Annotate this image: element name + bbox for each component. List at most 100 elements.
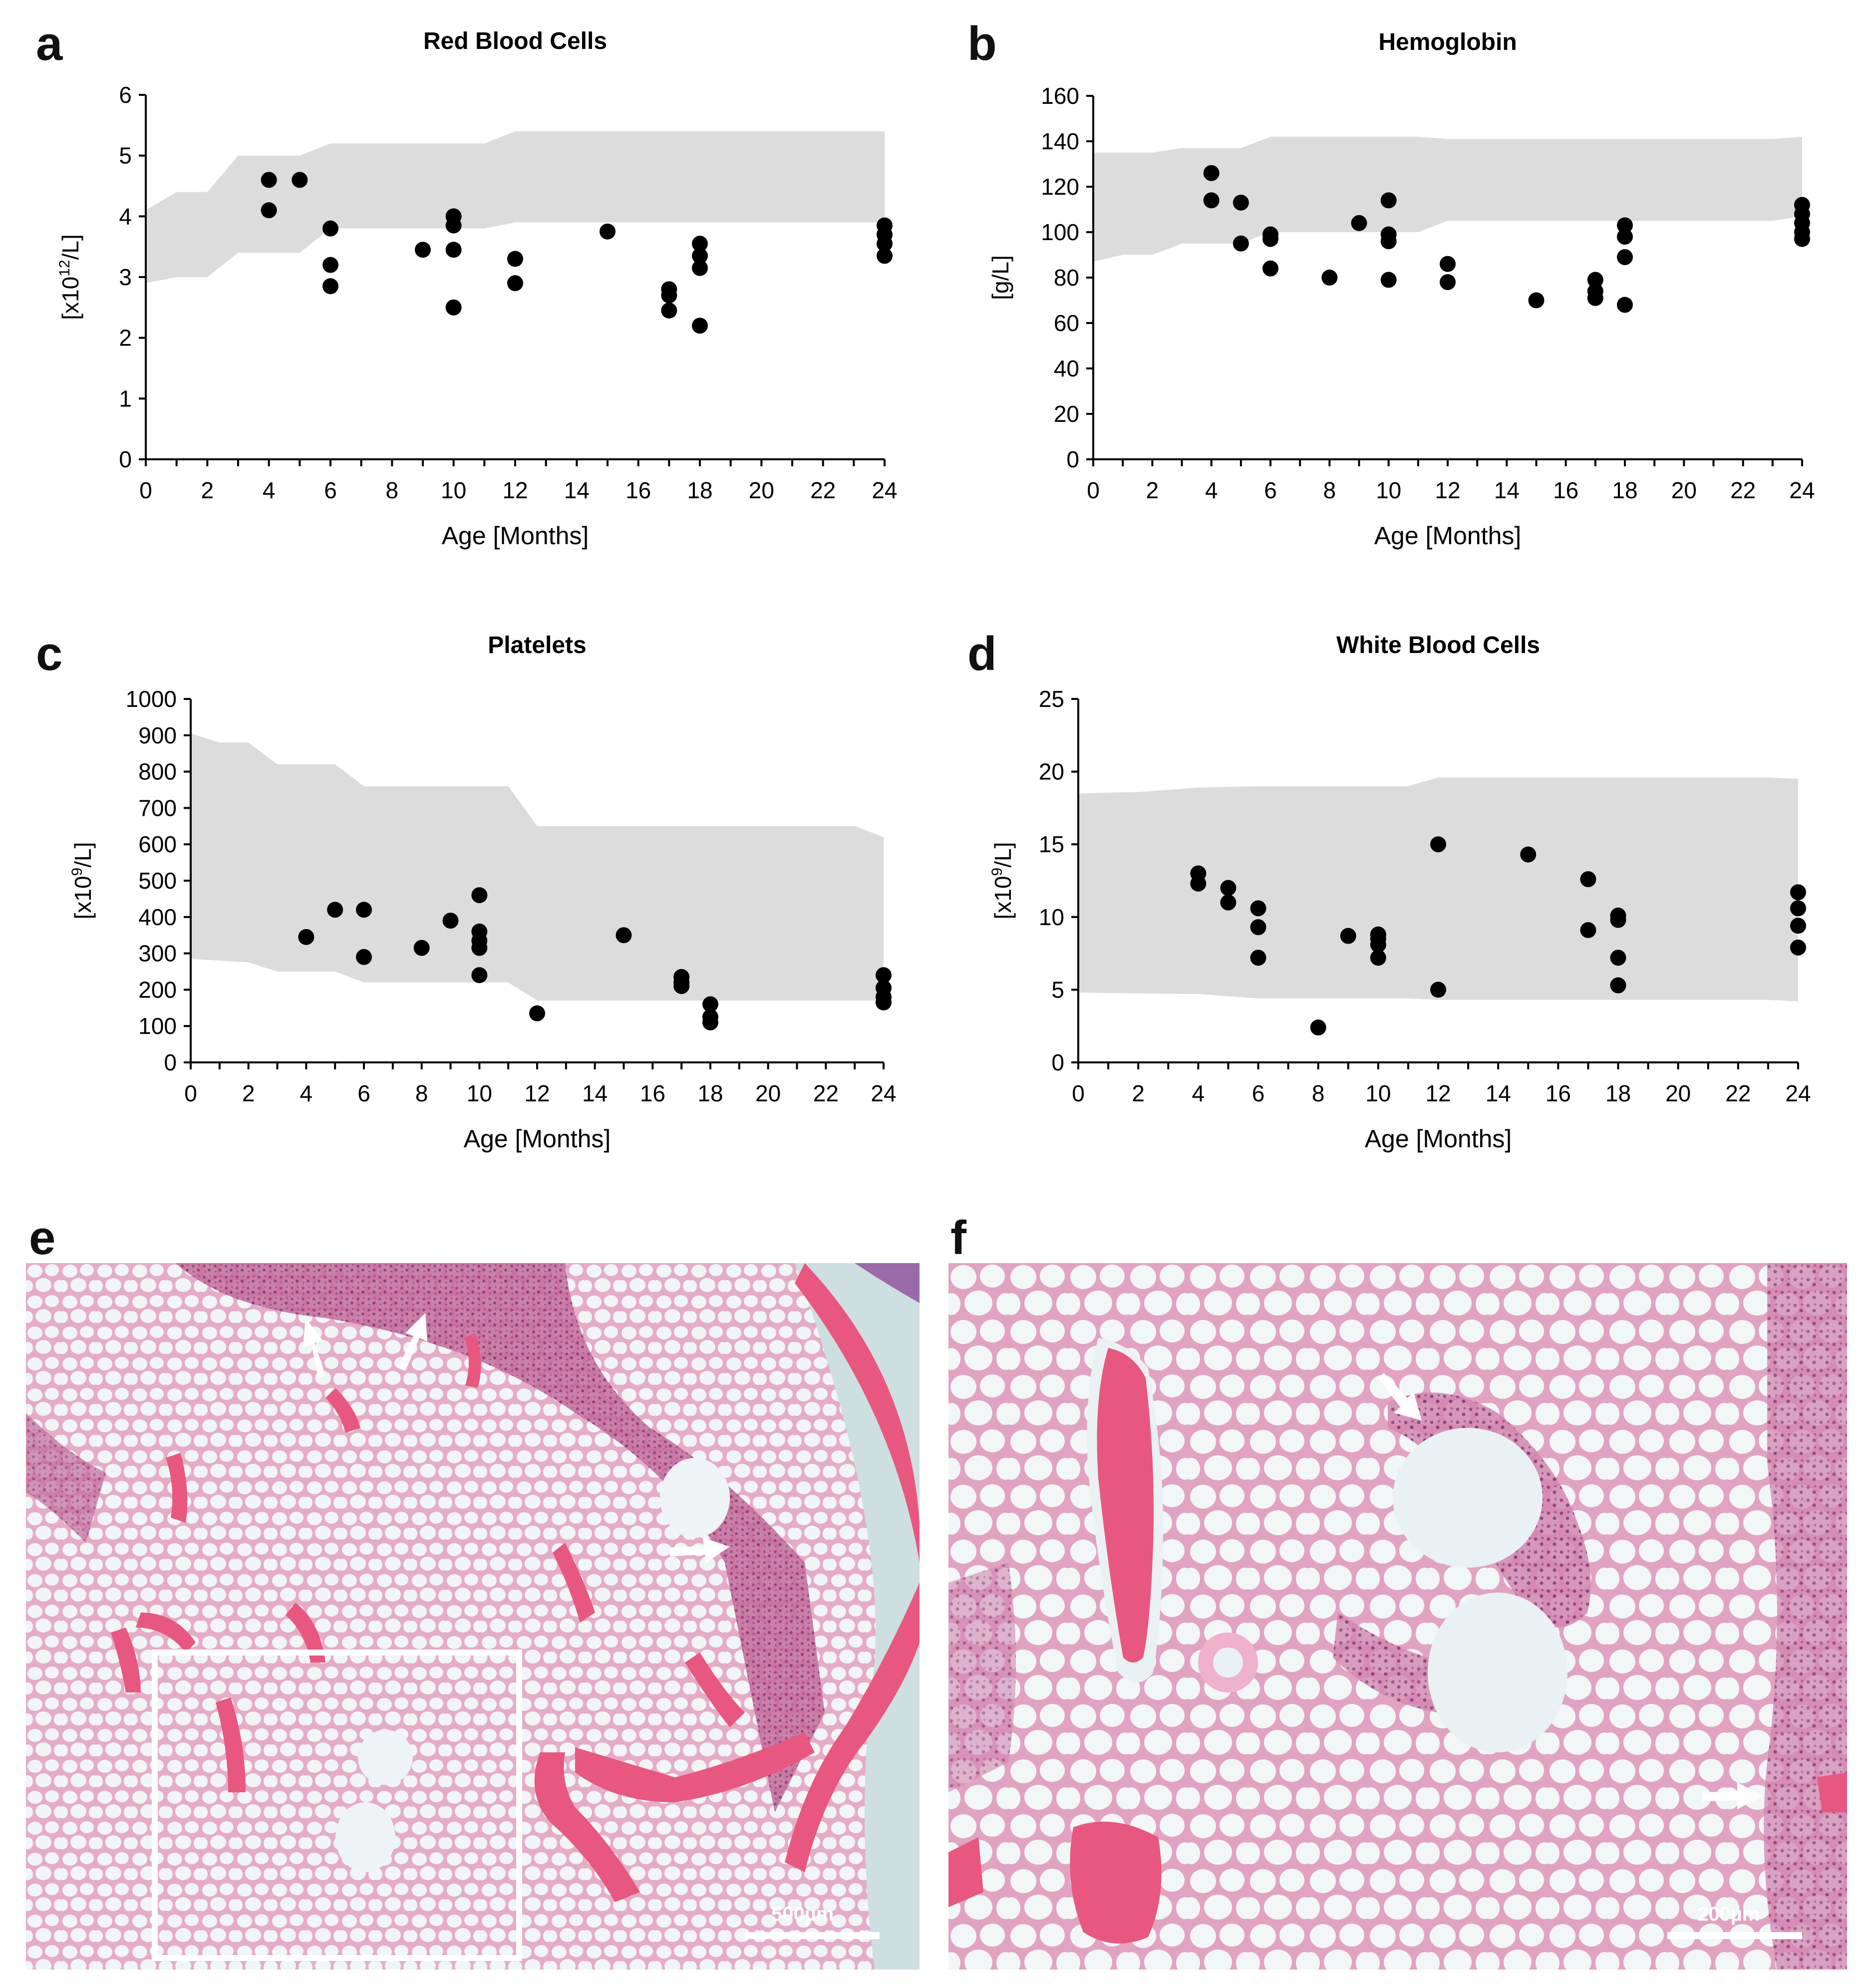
reference-range-band xyxy=(146,131,885,284)
y-tick-label: 1000 xyxy=(126,686,177,712)
arrow-icon xyxy=(303,1313,730,1563)
data-point xyxy=(1430,982,1446,998)
data-point xyxy=(322,257,338,273)
x-tick-label: 20 xyxy=(749,477,774,503)
y-axis-label: [x1012/L] xyxy=(56,234,83,320)
data-point xyxy=(1203,165,1220,181)
data-point xyxy=(261,172,277,188)
reference-range-band xyxy=(191,733,884,1001)
x-tick-label: 8 xyxy=(1323,477,1336,503)
inset-box xyxy=(152,1650,522,1961)
data-point xyxy=(692,236,708,252)
data-point xyxy=(1370,950,1386,966)
x-tick-label: 2 xyxy=(242,1080,255,1106)
data-point xyxy=(1340,928,1356,944)
data-point xyxy=(1610,950,1626,966)
panel-label-d: d xyxy=(967,627,997,680)
data-point xyxy=(1250,919,1266,936)
data-point xyxy=(445,299,462,316)
x-tick-label: 24 xyxy=(872,477,897,503)
data-point xyxy=(702,996,718,1012)
data-point xyxy=(529,1005,545,1021)
y-axis-label-unit: /L] xyxy=(57,234,83,260)
x-tick-label: 2 xyxy=(1146,477,1159,503)
x-tick-label: 24 xyxy=(871,1080,896,1106)
y-tick-label: 10 xyxy=(1039,904,1064,930)
x-tick-label: 22 xyxy=(813,1080,839,1106)
x-tick-label: 12 xyxy=(524,1080,550,1106)
data-point xyxy=(876,994,892,1010)
data-point xyxy=(1617,229,1633,245)
x-tick-label: 24 xyxy=(1785,1080,1811,1106)
y-tick-label: 0 xyxy=(1051,1049,1064,1075)
x-tick-label: 12 xyxy=(502,477,528,503)
data-point xyxy=(1794,231,1810,247)
data-point xyxy=(471,967,488,984)
data-point xyxy=(471,940,488,956)
y-tick-label: 20 xyxy=(1054,401,1079,427)
panel-label-a: a xyxy=(36,17,63,70)
y-axis-label-unit: /L] xyxy=(990,842,1016,868)
panel-label-e: e xyxy=(29,1211,56,1265)
data-point xyxy=(692,318,708,334)
x-tick-label: 16 xyxy=(1553,477,1578,503)
data-point xyxy=(1610,977,1626,994)
x-tick-label: 20 xyxy=(1671,477,1697,503)
y-tick-label: 100 xyxy=(1041,219,1079,245)
data-point xyxy=(298,929,314,945)
y-tick-label: 40 xyxy=(1054,355,1079,381)
data-point xyxy=(1440,256,1456,272)
data-point xyxy=(356,949,372,965)
x-tick-label: 22 xyxy=(1730,477,1756,503)
data-point xyxy=(1580,922,1596,939)
data-point xyxy=(1440,274,1456,291)
chart-title: White Blood Cells xyxy=(1336,632,1540,659)
y-tick-label: 600 xyxy=(138,831,177,857)
y-axis-label-exponent: 12 xyxy=(56,260,73,276)
y-tick-label: 500 xyxy=(138,868,177,894)
y-tick-label: 700 xyxy=(138,795,177,821)
x-tick-label: 4 xyxy=(263,477,276,503)
x-tick-label: 6 xyxy=(324,477,337,503)
y-axis-label-main: [x10 xyxy=(57,277,83,320)
y-axis-label-exponent: 9 xyxy=(69,868,85,876)
data-point xyxy=(1380,192,1397,209)
y-axis-label-main: [x10 xyxy=(990,876,1016,919)
data-point xyxy=(661,287,677,304)
x-tick-label: 2 xyxy=(1132,1080,1145,1106)
chart-title: Platelets xyxy=(488,632,586,659)
arrow-icon xyxy=(1378,1373,1763,1809)
x-tick-label: 22 xyxy=(1725,1080,1751,1106)
data-point xyxy=(616,927,632,944)
data-point xyxy=(261,202,277,219)
data-point xyxy=(1790,939,1806,956)
y-tick-label: 800 xyxy=(138,759,177,785)
x-tick-label: 18 xyxy=(687,477,712,503)
data-point xyxy=(292,172,308,188)
data-point xyxy=(322,220,338,237)
x-tick-label: 8 xyxy=(386,477,399,503)
x-tick-label: 0 xyxy=(1072,1080,1085,1106)
y-tick-label: 200 xyxy=(138,977,177,1002)
scale-bar-label-e: 500µm xyxy=(771,1903,834,1925)
data-point xyxy=(1528,292,1545,309)
panel-label-b: b xyxy=(967,17,997,70)
y-tick-label: 2 xyxy=(119,325,132,351)
panel-label-c: c xyxy=(36,627,63,680)
x-axis-label: Age [Months] xyxy=(1365,1125,1512,1153)
x-tick-label: 10 xyxy=(467,1080,492,1106)
x-tick-label: 18 xyxy=(1605,1080,1631,1106)
x-tick-label: 16 xyxy=(625,477,651,503)
x-tick-label: 16 xyxy=(640,1080,665,1106)
y-tick-label: 80 xyxy=(1054,265,1079,291)
y-tick-label: 25 xyxy=(1039,686,1064,712)
y-tick-label: 20 xyxy=(1039,759,1064,785)
data-point xyxy=(445,242,462,258)
micrograph-f xyxy=(948,1263,1847,1970)
data-point xyxy=(507,251,523,267)
data-point xyxy=(1790,900,1806,917)
x-tick-label: 12 xyxy=(1425,1080,1451,1106)
reference-range-band xyxy=(1093,136,1802,262)
